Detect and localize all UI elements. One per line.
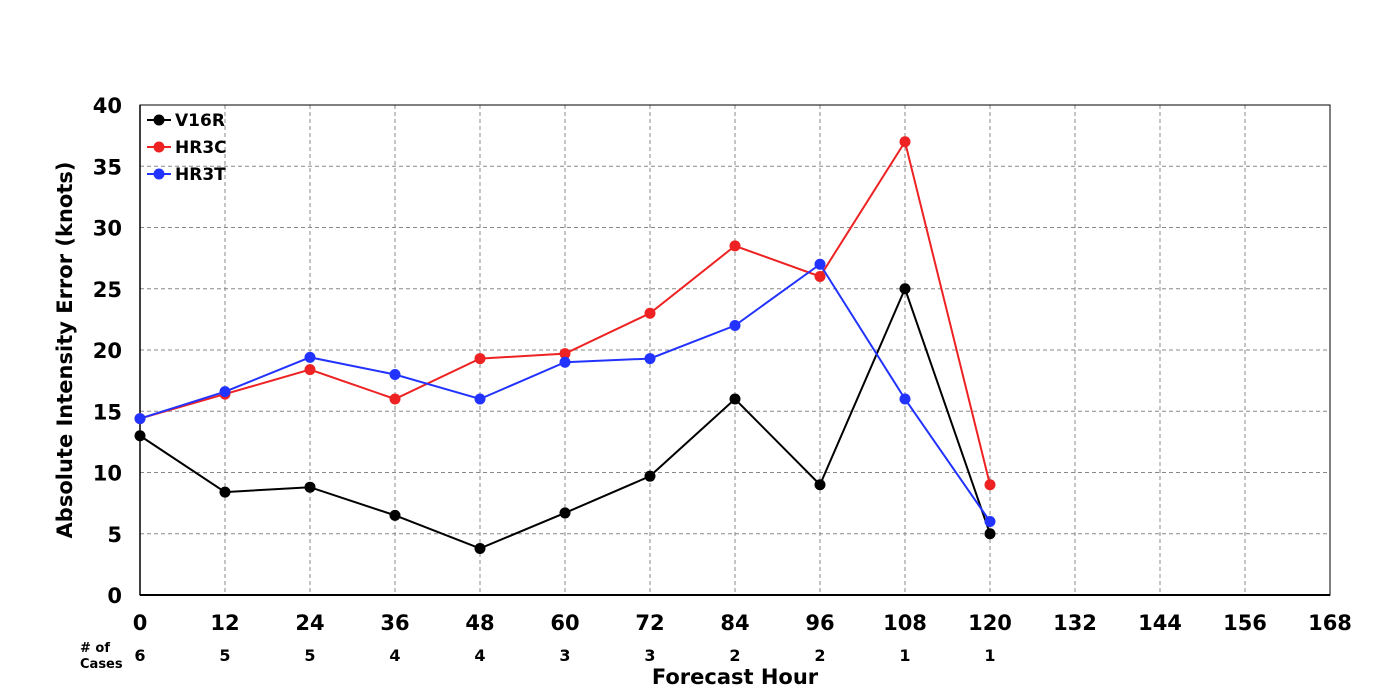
case-count: 4 — [389, 646, 400, 665]
series-group — [134, 136, 996, 554]
case-count: 4 — [474, 646, 485, 665]
y-tick-label: 30 — [93, 217, 122, 241]
data-point-hr3c — [474, 353, 486, 365]
legend: V16R HR3C HR3T — [147, 111, 227, 185]
data-point-hr3c — [899, 136, 911, 148]
x-tick-label: 36 — [380, 611, 409, 635]
x-tick-label: 168 — [1308, 611, 1352, 635]
y-tick-label: 5 — [107, 523, 122, 547]
data-point-hr3t — [134, 413, 146, 425]
data-point-v16r — [474, 542, 486, 554]
data-point-hr3c — [814, 271, 826, 282]
y-tick-label: 20 — [93, 339, 122, 363]
data-point-hr3c — [644, 307, 656, 319]
data-point-v16r — [559, 507, 571, 519]
legend-marker — [153, 141, 165, 153]
data-point-v16r — [644, 470, 656, 482]
gridlines — [140, 105, 1330, 595]
y-tick-label: 35 — [93, 155, 122, 179]
y-tick-label: 25 — [93, 278, 122, 302]
data-point-hr3t — [729, 320, 741, 331]
data-point-hr3t — [814, 258, 826, 270]
data-point-hr3c — [559, 348, 571, 360]
data-point-hr3t — [389, 369, 401, 380]
y-axis-title: Absolute Intensity Error (knots) — [53, 162, 77, 539]
data-point-v16r — [134, 430, 146, 442]
legend-label: HR3C — [175, 138, 227, 158]
case-count: 3 — [559, 646, 570, 665]
case-count: 5 — [219, 646, 230, 665]
series-hr3t — [134, 258, 996, 527]
data-point-hr3t — [304, 351, 316, 363]
case-count: 5 — [304, 646, 315, 665]
legend-marker — [153, 168, 165, 180]
case-count: 6 — [134, 646, 145, 665]
y-tick-label: 10 — [93, 462, 122, 486]
x-tick-label: 108 — [883, 611, 927, 635]
data-point-v16r — [729, 393, 741, 405]
x-tick-label: 48 — [465, 611, 494, 635]
series-line-hr3c — [139, 139, 991, 485]
data-point-hr3t — [219, 386, 231, 398]
x-tick-label: 60 — [550, 611, 579, 635]
data-point-v16r — [984, 528, 996, 540]
data-point-hr3c — [389, 393, 401, 405]
legend-marker — [153, 114, 165, 126]
data-point-v16r — [389, 509, 401, 521]
data-point-v16r — [219, 486, 231, 498]
x-tick-label: 120 — [968, 611, 1012, 635]
case-count: 3 — [644, 646, 655, 665]
data-point-hr3t — [899, 393, 911, 405]
legend-item-v16r: V16R — [147, 111, 225, 131]
x-tick-label: 84 — [720, 611, 749, 635]
x-tick-label: 0 — [133, 611, 148, 635]
y-tick-labels: 0 5 10 15 20 25 30 35 40 — [93, 94, 122, 608]
cases-row: # of Cases 6 5 5 4 4 3 3 2 2 1 1 — [80, 641, 996, 672]
data-point-hr3c — [304, 364, 316, 376]
x-tick-label: 72 — [635, 611, 664, 635]
cases-row-label: # of Cases — [80, 641, 123, 672]
y-tick-label: 0 — [107, 584, 122, 608]
x-tick-label: 144 — [1138, 611, 1182, 635]
case-count: 1 — [984, 646, 995, 665]
case-count: 1 — [899, 646, 910, 665]
legend-item-hr3t: HR3T — [147, 165, 226, 185]
data-point-hr3c — [984, 479, 996, 491]
legend-label: HR3T — [175, 165, 226, 185]
data-point-hr3c — [729, 240, 741, 252]
data-point-hr3t — [644, 353, 656, 365]
y-tick-label: 40 — [93, 94, 122, 118]
series-v16r — [134, 283, 996, 554]
data-point-v16r — [814, 479, 826, 491]
x-tick-label: 96 — [805, 611, 834, 635]
x-tick-label: 24 — [295, 611, 324, 635]
legend-item-hr3c: HR3C — [147, 138, 227, 158]
data-point-hr3t — [559, 356, 571, 368]
case-count: 2 — [814, 646, 825, 665]
y-tick-label: 15 — [93, 400, 122, 424]
case-count: 2 — [729, 646, 740, 665]
data-point-hr3t — [984, 516, 996, 527]
x-tick-labels: 0 12 24 36 48 60 72 84 96 108 120 132 144 156 168 — [133, 611, 1352, 635]
data-point-v16r — [304, 481, 316, 493]
x-axis-title: Forecast Hour — [652, 665, 819, 689]
x-tick-label: 156 — [1223, 611, 1267, 635]
data-point-hr3t — [474, 393, 486, 405]
data-point-v16r — [899, 283, 911, 295]
x-tick-label: 12 — [210, 611, 239, 635]
legend-label: V16R — [175, 111, 225, 131]
x-tick-label: 132 — [1053, 611, 1097, 635]
